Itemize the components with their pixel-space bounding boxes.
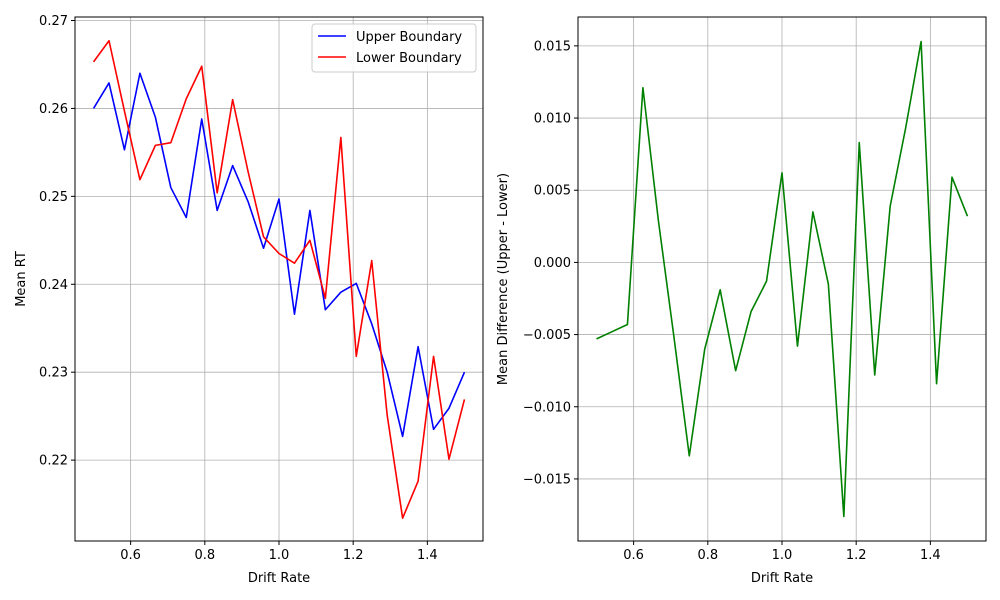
x-tick-label: 0.8 [194,548,215,563]
y-tick-label: 0.010 [534,112,571,127]
grid-lines [578,17,986,541]
x-tick-label: 1.2 [343,548,364,563]
difference-line [596,40,969,518]
x-tick-label: 0.8 [697,548,718,563]
series-lines [596,40,969,518]
y-tick-label: 0.27 [39,14,68,29]
y-tick-label: −0.005 [523,328,571,343]
upper-boundary-line [92,72,466,438]
y-tick-label: −0.015 [523,472,571,487]
y-tick-label: 0.015 [534,39,571,54]
series-lines [92,39,466,519]
legend: Upper Boundary Lower Boundary [311,23,477,73]
y-axis-label: Mean Difference (Upper - Lower) [496,173,511,385]
y-tick-label: 0.25 [39,190,68,205]
y-tick-label: 0.22 [39,454,68,469]
mean-rt-chart: 0.6 0.8 1.0 1.2 1.40.220.230.240.250.260.27 … [14,14,484,586]
x-tick-label: 0.6 [120,548,141,563]
x-tick-label: 1.4 [920,548,941,563]
tick-marks: 0.6 0.8 1.0 1.2 1.4 −0.015 −0.010 −0.005 0.000 0.… [523,39,941,563]
legend-box [311,23,477,73]
y-tick-label: 0.005 [534,184,571,199]
legend-label-upper: Upper Boundary [356,30,462,45]
x-tick-label: 1.2 [846,548,867,563]
tick-marks: 0.6 0.8 1.0 1.2 1.4 0.22 0.23 0.24 0.25 0.26 0.27 [39,14,438,563]
x-tick-label: 1.0 [772,548,793,563]
x-axis-label: Drift Rate [751,571,813,586]
y-tick-label: 0.26 [39,102,68,117]
x-tick-label: 1.4 [417,548,438,563]
x-axis-label: Drift Rate [248,571,310,586]
x-tick-label: 1.0 [269,548,290,563]
legend-label-lower: Lower Boundary [356,51,462,66]
y-tick-label: 0.23 [39,366,68,381]
y-tick-label: 0.24 [39,278,68,293]
y-tick-label: 0.000 [534,256,571,271]
y-tick-label: −0.010 [523,400,571,415]
lower-boundary-line [92,39,466,519]
y-axis-label: Mean RT [14,251,29,307]
mean-difference-chart: 0.6 0.8 1.0 1.2 1.4 −0.015 −0.010 −0.005 0.000 0.… [496,16,987,586]
x-tick-label: 0.6 [623,548,644,563]
grid-lines [75,17,483,541]
